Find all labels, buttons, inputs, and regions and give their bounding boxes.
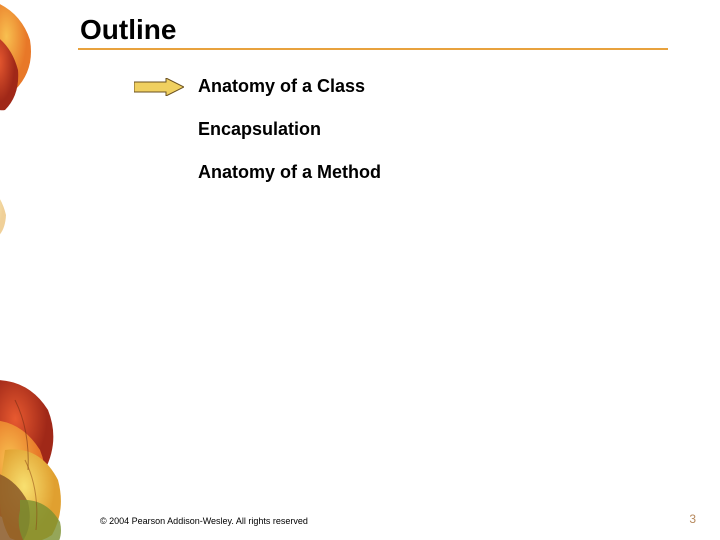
outline-item: Encapsulation xyxy=(198,119,381,140)
title-underline xyxy=(78,48,668,50)
slide-title: Outline xyxy=(80,14,176,46)
outline-list: Anatomy of a Class Encapsulation Anatomy… xyxy=(198,76,381,205)
page-number: 3 xyxy=(689,512,696,526)
copyright-text: © 2004 Pearson Addison-Wesley. All right… xyxy=(100,516,308,526)
leaf-decoration xyxy=(0,0,65,540)
outline-item: Anatomy of a Method xyxy=(198,162,381,183)
outline-item: Anatomy of a Class xyxy=(198,76,381,97)
pointer-arrow-icon xyxy=(134,78,184,96)
